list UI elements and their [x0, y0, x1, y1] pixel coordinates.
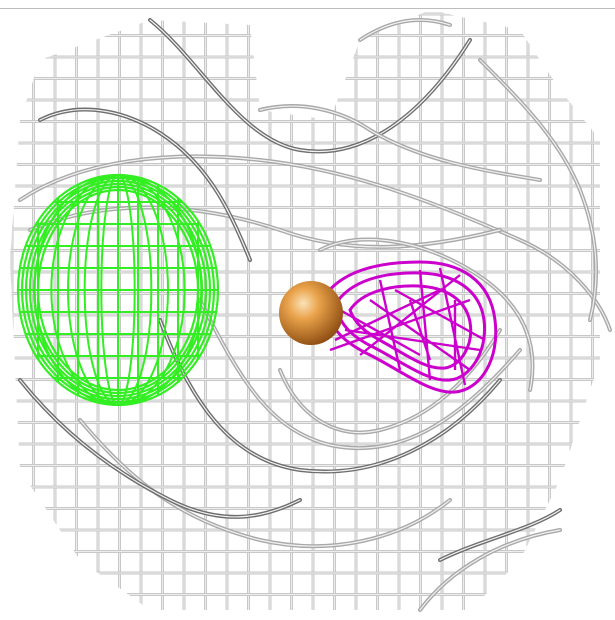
magenta-edge	[339, 308, 421, 357]
magenta-density-mesh	[320, 260, 498, 394]
magenta-edge	[344, 328, 481, 352]
magenta-edge	[418, 269, 432, 381]
surface-strand-highlight	[159, 319, 501, 473]
surface-strand	[28, 205, 502, 249]
magenta-shell	[320, 260, 498, 394]
surface-strand-highlight	[39, 109, 251, 261]
surface-strand-highlight	[199, 299, 521, 449]
green-density-mesh	[16, 173, 220, 407]
surface-strand-highlight	[359, 19, 451, 41]
magenta-edge	[394, 288, 486, 342]
magenta-edge	[378, 279, 402, 371]
magenta-shell	[348, 284, 473, 370]
surface-strand-highlight	[259, 105, 541, 181]
surface-strand-highlight	[79, 419, 451, 547]
magenta-shell	[333, 271, 487, 382]
surface-strand-highlight	[149, 19, 471, 153]
top-border-line	[0, 8, 615, 9]
magenta-edge	[408, 299, 432, 361]
surface-strand-highlight	[439, 509, 561, 561]
surface-strand-highlight	[419, 529, 561, 611]
surface-strand-highlight	[19, 155, 611, 331]
metal-ion-sphere	[279, 281, 343, 345]
sphere-body	[279, 281, 343, 345]
magenta-edge	[334, 288, 441, 342]
magenta-edge	[369, 299, 471, 371]
magenta-edge	[329, 298, 471, 352]
surface-strand-highlight	[479, 59, 597, 321]
surface-strand-highlight	[319, 239, 534, 391]
magenta-edge	[438, 267, 467, 386]
surface-curves	[18, 18, 612, 612]
surface-strand-highlight	[19, 379, 301, 518]
